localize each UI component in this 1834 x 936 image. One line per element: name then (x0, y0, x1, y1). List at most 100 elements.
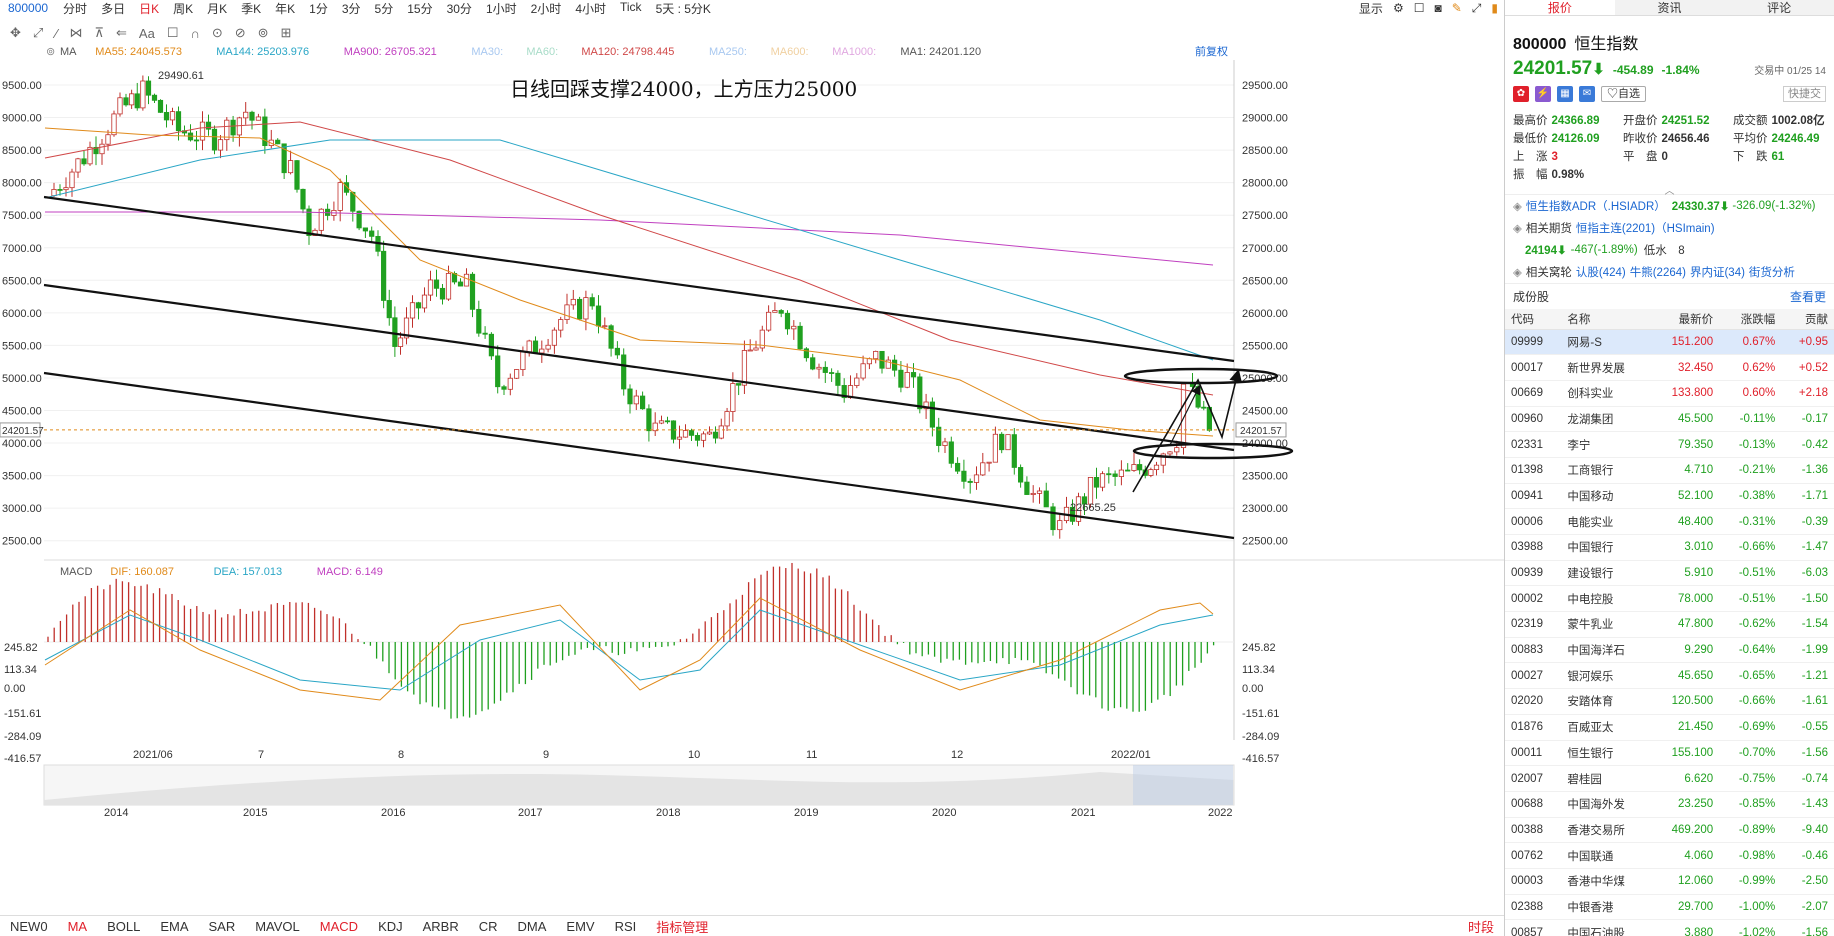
drawing-tool-icon[interactable]: ⁄ (55, 26, 57, 41)
drawing-tool-icon[interactable]: ⊙ (212, 25, 223, 41)
table-row[interactable]: 02319 蒙牛乳业 47.800 -0.62% -1.54 (1505, 612, 1834, 638)
table-row[interactable]: 01876 百威亚太 21.450 -0.69% -0.55 (1505, 714, 1834, 740)
drawing-tool-icon[interactable]: ⇐ (116, 25, 127, 41)
quick-trade-button[interactable]: 快捷交 (1783, 86, 1826, 102)
period-tab[interactable]: 日K (139, 0, 159, 17)
indicator-tab[interactable]: MA (58, 919, 98, 934)
period-tab[interactable]: 5分 (375, 0, 394, 17)
table-row[interactable]: 00017 新世界发展 32.450 0.62% +0.52 (1505, 355, 1834, 381)
panel-tab[interactable]: 资讯 (1615, 0, 1725, 15)
period-tab[interactable]: 2小时 (531, 0, 562, 17)
expand-icon[interactable]: ⤢ (1472, 1, 1482, 16)
futures-link[interactable]: 恒指主连(2201)（HSImain) (1576, 220, 1715, 236)
session-button[interactable]: 时段 (1458, 917, 1504, 936)
table-row[interactable]: 00939 建设银行 5.910 -0.51% -6.03 (1505, 560, 1834, 586)
drawing-tool-icon[interactable]: ⋈ (69, 25, 82, 41)
column-header[interactable]: 贡献 (1781, 309, 1834, 329)
period-tab[interactable]: 周K (173, 0, 193, 17)
period-tab[interactable]: 3分 (342, 0, 361, 17)
warrant-link[interactable]: 认股(424) (1576, 267, 1626, 279)
hk-flag-icon[interactable]: ✿ (1513, 86, 1529, 102)
table-row[interactable]: 02331 李宁 79.350 -0.13% -0.42 (1505, 432, 1834, 458)
camera-icon[interactable]: ◙ (1434, 1, 1441, 15)
panel-tab[interactable]: 报价 (1505, 0, 1615, 15)
drawing-tool-icon[interactable]: ⊼ (94, 25, 104, 41)
table-row[interactable]: 00003 香港中华煤 12.060 -0.99% -2.50 (1505, 868, 1834, 894)
drawing-tool-icon[interactable]: ✥ (10, 25, 21, 41)
symbol-code[interactable]: 800000 (8, 1, 48, 15)
indicator-tab[interactable]: BOLL (97, 919, 150, 934)
indicator-tab[interactable]: MAVOL (245, 919, 310, 934)
warrant-link[interactable]: 牛熊(2264) (1630, 267, 1686, 279)
indicator-tab[interactable]: KDJ (368, 919, 413, 934)
indicator-tab[interactable]: EMA (150, 919, 198, 934)
indicator-tab[interactable]: ARBR (413, 919, 469, 934)
table-row[interactable]: 00688 中国海外发 23.250 -0.85% -1.43 (1505, 791, 1834, 817)
period-tab[interactable]: 月K (207, 0, 227, 17)
table-row[interactable]: 09999 网易-S 151.200 0.67% +0.95 (1505, 329, 1834, 355)
indicator-tab[interactable]: RSI (605, 919, 647, 934)
table-row[interactable]: 02388 中银香港 29.700 -1.00% -2.07 (1505, 894, 1834, 920)
indicator-tab[interactable]: CR (469, 919, 508, 934)
period-tab[interactable]: 1小时 (486, 0, 517, 17)
adr-row[interactable]: ◈ 恒生指数ADR（.HSIADR） 24330.37⬇ -326.09(-1.… (1505, 194, 1834, 217)
period-tab[interactable]: 30分 (447, 0, 472, 17)
table-row[interactable]: 00002 中电控股 78.000 -0.51% -1.50 (1505, 586, 1834, 612)
table-row[interactable]: 00762 中国联通 4.060 -0.98% -0.46 (1505, 843, 1834, 869)
indicator-tab[interactable]: SAR (198, 919, 245, 934)
table-row[interactable]: 02020 安踏体育 120.500 -0.66% -1.61 (1505, 689, 1834, 715)
period-tab[interactable]: 5天 : 5分K (656, 0, 711, 17)
table-row[interactable]: 02007 碧桂园 6.620 -0.75% -0.74 (1505, 766, 1834, 792)
table-row[interactable]: 00011 恒生银行 155.100 -0.70% -1.56 (1505, 740, 1834, 766)
period-tab[interactable]: 1分 (309, 0, 328, 17)
panel-tab[interactable]: 评论 (1724, 0, 1834, 15)
period-tab[interactable]: 分时 (63, 0, 87, 17)
table-row[interactable]: 00941 中国移动 52.100 -0.38% -1.71 (1505, 483, 1834, 509)
add-watchlist-button[interactable]: ♡自选 (1601, 86, 1646, 102)
period-tab[interactable]: 季K (241, 0, 261, 17)
drawing-tool-icon[interactable]: Aa (139, 26, 155, 41)
indicator-tab[interactable]: 指标管理 (646, 917, 718, 936)
indicator-tab[interactable]: DMA (508, 919, 557, 934)
gear-icon[interactable]: ⚙ (1393, 1, 1404, 15)
panel-toggle-icon[interactable]: ▮ (1491, 1, 1498, 15)
period-tab[interactable]: 多日 (101, 0, 125, 17)
adr-label[interactable]: 恒生指数ADR（.HSIADR） (1526, 198, 1666, 214)
warrant-link[interactable]: 界内证(34) (1690, 267, 1745, 279)
column-header[interactable]: 最新价 (1650, 309, 1719, 329)
drawing-tool-icon[interactable]: ⊞ (281, 25, 292, 41)
pen-icon[interactable]: ✎ (1452, 1, 1462, 15)
constituents-more-link[interactable]: 查看更 (1790, 288, 1826, 305)
collapse-icon[interactable]: ︿ (1505, 182, 1834, 194)
column-header[interactable]: 名称 (1561, 309, 1650, 329)
period-tab[interactable]: 年K (275, 0, 295, 17)
warrant-link[interactable]: 街货分析 (1749, 267, 1795, 279)
drawing-tool-icon[interactable]: ∩ (190, 26, 199, 41)
column-header[interactable]: 涨跌幅 (1719, 309, 1781, 329)
drawing-tool-icon[interactable]: ⊘ (235, 25, 246, 41)
drawing-tool-icon[interactable]: ⤢ (33, 25, 43, 41)
indicator-tab[interactable]: MACD (310, 919, 368, 934)
table-row[interactable]: 00388 香港交易所 469.200 -0.89% -9.40 (1505, 817, 1834, 843)
indicator-tab[interactable]: EMV (556, 919, 604, 934)
message-icon[interactable]: ✉ (1579, 86, 1595, 102)
drawing-tool-icon[interactable]: ⊚ (258, 25, 269, 41)
period-tab[interactable]: 4小时 (575, 0, 606, 17)
period-tab[interactable]: Tick (620, 0, 642, 17)
period-tab[interactable]: 15分 (407, 0, 432, 17)
table-row[interactable]: 00857 中国石油股 3.880 -1.02% -1.56 (1505, 920, 1834, 936)
table-row[interactable]: 00669 创科实业 133.800 0.60% +2.18 (1505, 380, 1834, 406)
table-row[interactable]: 03988 中国银行 3.010 -0.66% -1.47 (1505, 535, 1834, 561)
table-row[interactable]: 00883 中国海洋石 9.290 -0.64% -1.99 (1505, 637, 1834, 663)
table-row[interactable]: 00027 银河娱乐 45.650 -0.65% -1.21 (1505, 663, 1834, 689)
drawing-tool-icon[interactable]: ☐ (167, 25, 179, 41)
chart-icon[interactable]: ▦ (1557, 86, 1573, 102)
lightning-icon[interactable]: ⚡ (1535, 86, 1551, 102)
table-row[interactable]: 00006 电能实业 48.400 -0.31% -0.39 (1505, 509, 1834, 535)
table-row[interactable]: 00960 龙湖集团 45.500 -0.11% -0.17 (1505, 406, 1834, 432)
overview-window[interactable] (1133, 765, 1233, 805)
indicator-tab[interactable]: NEW0 (0, 919, 58, 934)
kline-chart[interactable]: MA MA55: 24045.573 MA144: 25203.976 MA900: … (0, 46, 1504, 915)
display-menu[interactable]: 显示 (1359, 0, 1383, 17)
checkbox-icon[interactable]: ☐ (1414, 1, 1425, 15)
